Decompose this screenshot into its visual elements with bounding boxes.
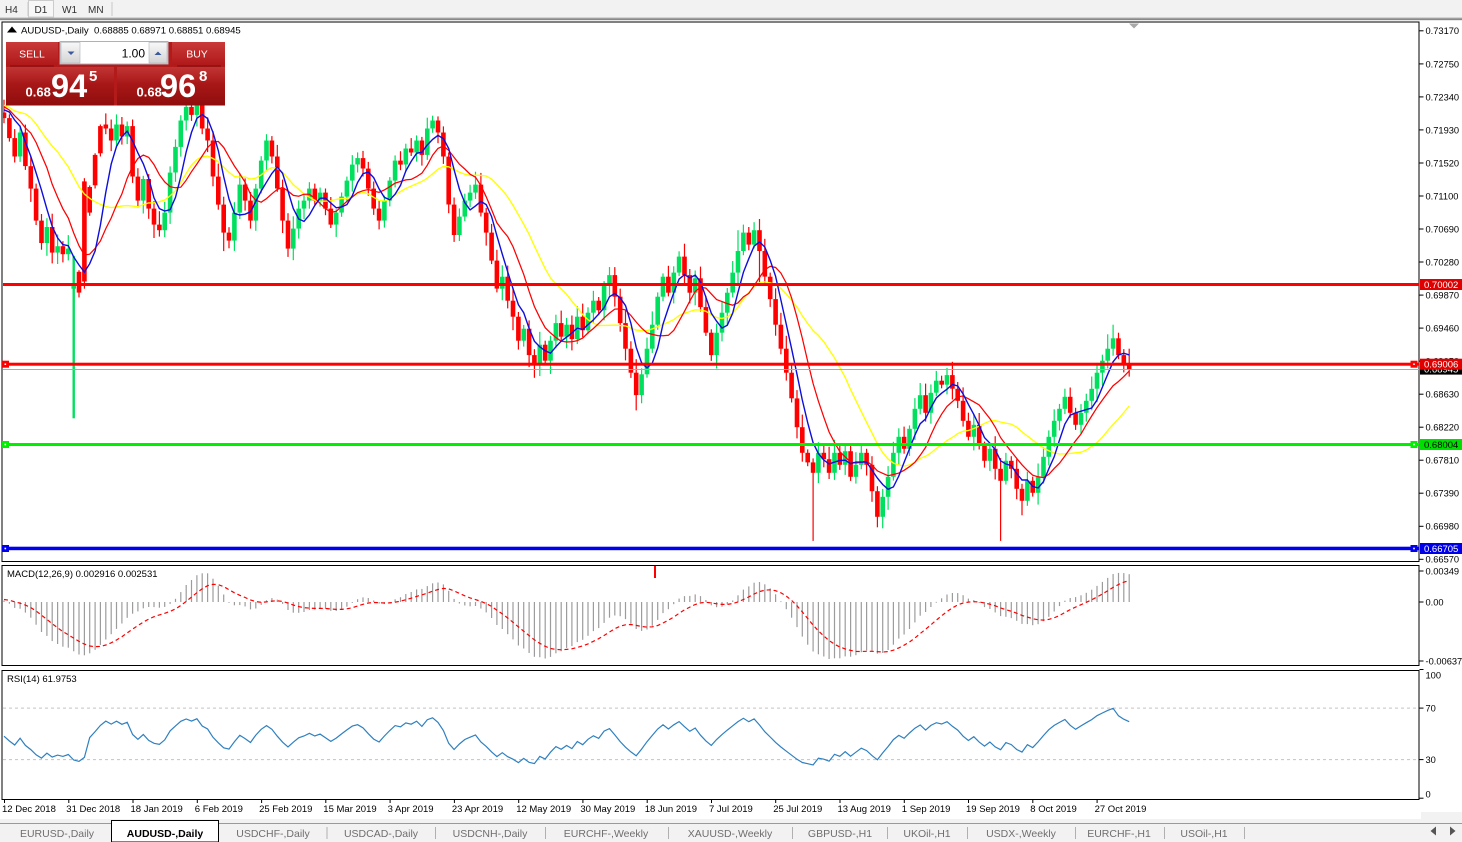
- svg-text:30: 30: [1426, 755, 1436, 765]
- svg-text:USDCAD-,Daily: USDCAD-,Daily: [344, 828, 419, 840]
- svg-text:BUY: BUY: [186, 49, 208, 61]
- svg-text:GBPUSD-,H1: GBPUSD-,H1: [808, 828, 872, 840]
- svg-text:31 Dec 2018: 31 Dec 2018: [66, 804, 120, 815]
- svg-text:18 Jun 2019: 18 Jun 2019: [645, 804, 697, 815]
- svg-text:UKOil-,H1: UKOil-,H1: [903, 828, 950, 840]
- svg-text:0.73170: 0.73170: [1426, 26, 1460, 36]
- svg-text:1 Sep 2019: 1 Sep 2019: [902, 804, 951, 815]
- svg-text:0.67810: 0.67810: [1426, 456, 1460, 466]
- svg-text:8: 8: [199, 68, 207, 85]
- svg-text:EURCHF-,Weekly: EURCHF-,Weekly: [564, 828, 649, 840]
- svg-text:MN: MN: [88, 5, 104, 16]
- svg-text:1.00: 1.00: [122, 47, 146, 61]
- svg-text:USDCHF-,Daily: USDCHF-,Daily: [236, 828, 310, 840]
- svg-text:25 Jul 2019: 25 Jul 2019: [773, 804, 822, 815]
- svg-text:5: 5: [89, 68, 97, 85]
- svg-text:0: 0: [1426, 790, 1431, 800]
- svg-text:96: 96: [160, 68, 196, 104]
- svg-text:0.69006: 0.69006: [1424, 360, 1458, 371]
- svg-text:0.71520: 0.71520: [1426, 158, 1460, 168]
- svg-text:USDX-,Weekly: USDX-,Weekly: [986, 828, 1057, 840]
- svg-text:100: 100: [1426, 671, 1442, 681]
- svg-text:H4: H4: [5, 5, 18, 16]
- svg-text:0.70002: 0.70002: [1424, 280, 1458, 291]
- svg-text:RSI(14) 61.9753: RSI(14) 61.9753: [7, 674, 77, 685]
- svg-text:12 Dec 2018: 12 Dec 2018: [2, 804, 56, 815]
- svg-text:18 Jan 2019: 18 Jan 2019: [131, 804, 183, 815]
- svg-text:SELL: SELL: [19, 49, 45, 61]
- svg-text:-0.00637: -0.00637: [1426, 656, 1462, 666]
- svg-text:0.70690: 0.70690: [1426, 224, 1460, 234]
- svg-text:0.66980: 0.66980: [1426, 522, 1460, 532]
- svg-text:0.66705: 0.66705: [1424, 544, 1458, 555]
- svg-text:0.71100: 0.71100: [1426, 191, 1459, 201]
- svg-text:AUDUSD-,Daily 0.68885 0.68971: AUDUSD-,Daily 0.68885 0.68971 0.68851 0.…: [21, 26, 241, 37]
- svg-text:W1: W1: [62, 5, 77, 16]
- svg-text:MACD(12,26,9) 0.002916 0.00253: MACD(12,26,9) 0.002916 0.002531: [7, 569, 158, 580]
- svg-text:7 Jul 2019: 7 Jul 2019: [709, 804, 753, 815]
- svg-text:USOil-,H1: USOil-,H1: [1180, 828, 1227, 840]
- svg-text:30 May 2019: 30 May 2019: [580, 804, 635, 815]
- svg-text:19 Sep 2019: 19 Sep 2019: [966, 804, 1020, 815]
- svg-text:0.68220: 0.68220: [1426, 423, 1460, 433]
- svg-text:EURUSD-,Daily: EURUSD-,Daily: [20, 828, 95, 840]
- svg-text:0.66570: 0.66570: [1426, 555, 1460, 565]
- svg-text:0.69460: 0.69460: [1426, 324, 1460, 334]
- svg-text:12 May 2019: 12 May 2019: [516, 804, 571, 815]
- svg-text:0.67390: 0.67390: [1426, 489, 1460, 499]
- svg-text:AUDUSD-,Daily: AUDUSD-,Daily: [127, 828, 204, 840]
- svg-text:3 Apr 2019: 3 Apr 2019: [388, 804, 434, 815]
- svg-text:XAUUSD-,Weekly: XAUUSD-,Weekly: [688, 828, 773, 840]
- svg-text:0.68: 0.68: [26, 85, 51, 100]
- svg-text:8 Oct 2019: 8 Oct 2019: [1030, 804, 1076, 815]
- svg-text:0.71930: 0.71930: [1426, 125, 1460, 135]
- svg-text:94: 94: [51, 68, 87, 104]
- svg-text:70: 70: [1426, 704, 1436, 714]
- svg-text:6 Feb 2019: 6 Feb 2019: [195, 804, 243, 815]
- svg-text:0.72750: 0.72750: [1426, 59, 1460, 69]
- svg-text:0.72340: 0.72340: [1426, 92, 1460, 102]
- svg-text:0.68: 0.68: [137, 85, 162, 100]
- svg-text:EURCHF-,H1: EURCHF-,H1: [1087, 828, 1151, 840]
- svg-text:0.70280: 0.70280: [1426, 257, 1460, 267]
- svg-text:0.00: 0.00: [1426, 597, 1444, 607]
- svg-text:0.68945: 0.68945: [1424, 365, 1458, 376]
- svg-text:0.00349: 0.00349: [1426, 566, 1460, 576]
- svg-text:0.68004: 0.68004: [1424, 440, 1458, 451]
- svg-text:27 Oct 2019: 27 Oct 2019: [1095, 804, 1147, 815]
- svg-text:0.68630: 0.68630: [1426, 390, 1460, 400]
- svg-text:13 Aug 2019: 13 Aug 2019: [838, 804, 891, 815]
- svg-text:25 Feb 2019: 25 Feb 2019: [259, 804, 312, 815]
- svg-text:23 Apr 2019: 23 Apr 2019: [452, 804, 503, 815]
- svg-text:0.69870: 0.69870: [1426, 291, 1460, 301]
- svg-text:USDCNH-,Daily: USDCNH-,Daily: [453, 828, 528, 840]
- svg-text:D1: D1: [35, 5, 48, 16]
- svg-text:15 Mar 2019: 15 Mar 2019: [323, 804, 376, 815]
